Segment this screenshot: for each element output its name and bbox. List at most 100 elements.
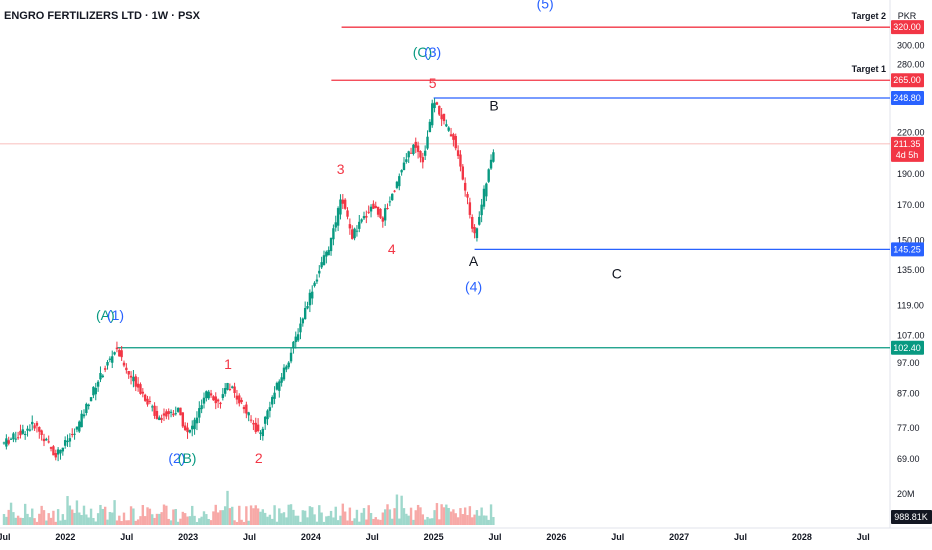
volume-bar [407, 515, 410, 525]
volume-bar [31, 508, 34, 525]
volume-bar [480, 507, 483, 525]
y-tick-label: 190.00 [897, 169, 925, 179]
candle-body [268, 407, 272, 411]
candle-body [240, 400, 243, 402]
volume-bar [80, 514, 83, 525]
volume-bar [54, 521, 57, 525]
candle-body [440, 114, 443, 120]
volume-bar [379, 519, 382, 525]
target-2-badge [891, 20, 924, 35]
candle-body [433, 102, 436, 109]
volume-bar [492, 517, 495, 525]
volume-bar [400, 495, 403, 525]
volume-bar [45, 520, 48, 525]
candle-body [9, 438, 13, 440]
volume-bar [167, 518, 170, 525]
volume-bar [369, 512, 373, 525]
volume-bar [103, 506, 107, 525]
candle-body [362, 216, 366, 219]
y-tick-label: 87.00 [897, 389, 920, 399]
candle-body [198, 408, 201, 418]
wave-1-high-badge [891, 340, 924, 355]
volume-bar [421, 514, 425, 525]
volume-bar [183, 513, 187, 525]
candle-body [19, 430, 22, 436]
volume-bar [56, 509, 60, 525]
candle-body [45, 438, 48, 441]
candle-body [35, 422, 39, 426]
candle-body [71, 434, 74, 436]
volume-bar [447, 507, 450, 525]
candle-body [174, 413, 177, 415]
candle-body [463, 182, 467, 191]
volume-bar [487, 519, 490, 525]
volume-bar [393, 508, 396, 525]
volume-bar [332, 517, 335, 525]
volume-bar [374, 517, 377, 525]
target-1-badge-label: 265.00 [893, 75, 921, 85]
candle-body [42, 438, 46, 442]
candle-body [2, 442, 6, 444]
candle-body [96, 381, 100, 387]
candle-body [454, 135, 457, 149]
volume-bar [466, 515, 469, 525]
candle-body [125, 367, 128, 371]
x-tick-label: 2022 [55, 532, 75, 542]
candle-body [461, 166, 465, 180]
volume-bar [395, 494, 399, 525]
volume-bar [115, 520, 119, 525]
volume-bar [207, 519, 210, 525]
volume-bar [23, 503, 27, 525]
candle-body [456, 150, 460, 156]
candle-body [134, 376, 137, 387]
currency-label: PKR [898, 11, 917, 21]
volume-bar [216, 512, 220, 525]
volume-bar [226, 490, 229, 525]
candle-body [47, 441, 50, 443]
candle-body [181, 412, 185, 427]
volume-bar [440, 504, 443, 525]
volume-bar [482, 515, 486, 525]
volume-bar [414, 510, 417, 525]
volume-bar [433, 510, 436, 525]
candle-body [26, 428, 29, 431]
candle-body [273, 392, 276, 399]
volume-bar [365, 519, 368, 525]
wave-label: (C) [413, 44, 432, 60]
volume-bar [26, 513, 29, 525]
candle-body [28, 429, 32, 431]
candle-body [94, 387, 97, 395]
x-tick-label: Jul [734, 532, 747, 542]
volume-bar [360, 512, 363, 525]
target-2-caption: Target 2 [852, 11, 886, 21]
candle-body [141, 391, 145, 394]
volume-bar [209, 520, 213, 525]
candle-body [376, 206, 380, 215]
candle-body [252, 423, 255, 425]
volume-bar [339, 515, 342, 525]
candle-body [320, 262, 323, 268]
candle-body [386, 207, 389, 209]
candle-body [365, 215, 368, 218]
volume-bar [405, 513, 408, 525]
candle-body [132, 376, 135, 382]
candle-body [468, 202, 472, 215]
candle-body [61, 447, 65, 452]
price-axis: PKR 300.00 280.00 220.00 190.00 170.00 150.00 1… [897, 11, 925, 499]
volume-bar [85, 514, 88, 525]
volume-bar [231, 506, 234, 525]
volume-bar [475, 510, 479, 525]
wave-1-high-badge-label: 102.40 [893, 343, 921, 353]
candle-body [306, 306, 309, 309]
candle-body [111, 356, 114, 363]
candle-body [329, 237, 333, 252]
levels-layer: Target 2 Target 1 [0, 11, 890, 349]
candle-body [172, 413, 175, 416]
candle-body [280, 377, 283, 383]
candle-body [346, 210, 349, 217]
candle-body [381, 217, 385, 222]
candle-body [271, 397, 274, 405]
volume-bar [245, 506, 248, 525]
volume-bar [289, 504, 293, 525]
